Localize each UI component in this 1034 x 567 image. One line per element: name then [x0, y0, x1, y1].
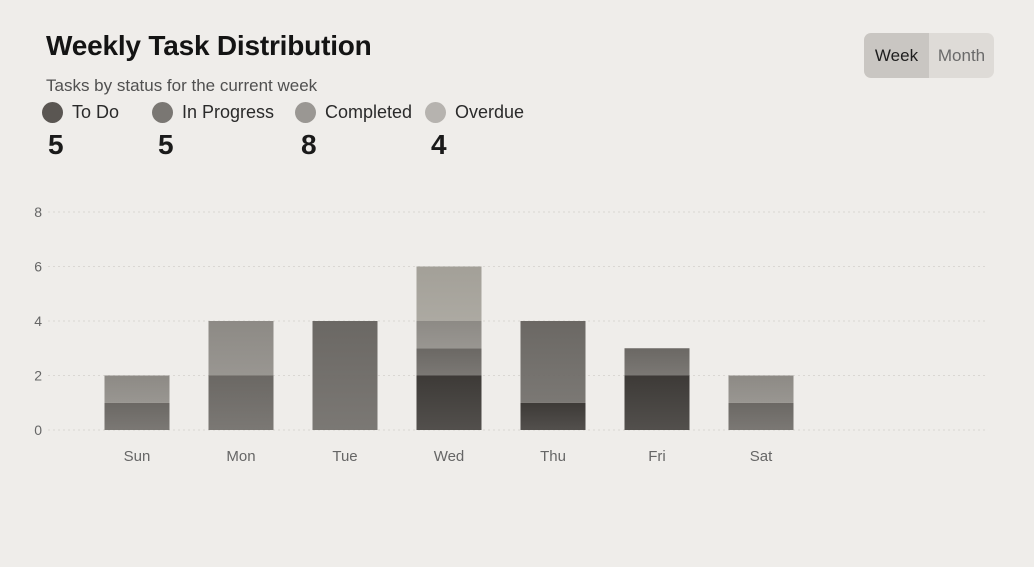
- legend-count-in-progress: 5: [158, 129, 174, 160]
- legend-label-completed: Completed: [325, 102, 413, 122]
- legend-dot-todo: [42, 102, 63, 123]
- legend-count-overdue: 4: [431, 129, 447, 160]
- legend: To Do 5 In Progress 5 Completed 8 Overdu…: [0, 102, 600, 172]
- legend-item-overdue: Overdue 4: [425, 102, 524, 161]
- bar-segment-in-progress-fri[interactable]: [624, 348, 690, 376]
- x-tick-label-mon: Mon: [226, 448, 255, 465]
- bar-segment-to-do-thu[interactable]: [520, 402, 586, 430]
- bar-segment-in-progress-sat[interactable]: [728, 402, 794, 430]
- y-tick-label: 0: [34, 422, 42, 438]
- x-tick-label-sun: Sun: [124, 448, 151, 465]
- legend-label-todo: To Do: [72, 102, 120, 122]
- legend-item-todo: To Do 5: [42, 102, 119, 161]
- legend-count-todo: 5: [48, 129, 64, 160]
- chart-subtitle: Tasks by status for the current week: [46, 76, 318, 95]
- x-tick-label-fri: Fri: [648, 448, 666, 465]
- bar-segment-to-do-wed[interactable]: [416, 375, 482, 431]
- bar-segment-in-progress-tue[interactable]: [312, 321, 378, 430]
- x-tick-label-wed: Wed: [434, 448, 465, 465]
- y-tick-label: 4: [34, 313, 42, 329]
- legend-item-in-progress: In Progress 5: [152, 102, 274, 161]
- legend-dot-completed: [295, 102, 316, 123]
- legend-item-completed: Completed 8: [295, 102, 412, 161]
- bar-segment-overdue-wed[interactable]: [416, 266, 482, 322]
- x-tick-label-sat: Sat: [750, 448, 773, 465]
- x-tick-label-thu: Thu: [540, 448, 566, 465]
- period-toggle: Week Month: [864, 33, 994, 78]
- bar-segment-to-do-fri[interactable]: [624, 375, 690, 431]
- bar-segment-completed-wed[interactable]: [416, 321, 482, 349]
- legend-dot-overdue: [425, 102, 446, 123]
- bar-segment-in-progress-wed[interactable]: [416, 348, 482, 376]
- legend-count-completed: 8: [301, 129, 317, 160]
- y-tick-label: 2: [34, 368, 42, 384]
- y-tick-label: 8: [34, 204, 42, 220]
- x-tick-label-tue: Tue: [332, 448, 357, 465]
- month-toggle-button[interactable]: Month: [937, 45, 986, 65]
- bar-segment-in-progress-thu[interactable]: [520, 321, 586, 403]
- week-toggle-button[interactable]: Week: [864, 33, 929, 78]
- legend-dot-in-progress: [152, 102, 173, 123]
- stacked-bar-chart: 0 2 4 6 8 Sun Mon Tue Wed Thu Fri Sat: [34, 204, 985, 465]
- bar-segment-completed-sun[interactable]: [104, 375, 170, 403]
- legend-label-overdue: Overdue: [455, 102, 525, 122]
- bar-segment-completed-mon[interactable]: [208, 321, 274, 376]
- bar-segment-in-progress-mon[interactable]: [208, 375, 274, 431]
- y-tick-label: 6: [34, 259, 42, 275]
- bar-segment-in-progress-sun[interactable]: [104, 402, 170, 430]
- legend-label-in-progress: In Progress: [182, 102, 275, 122]
- bar-segment-completed-sat[interactable]: [728, 375, 794, 403]
- chart-title: Weekly Task Distribution: [46, 30, 372, 61]
